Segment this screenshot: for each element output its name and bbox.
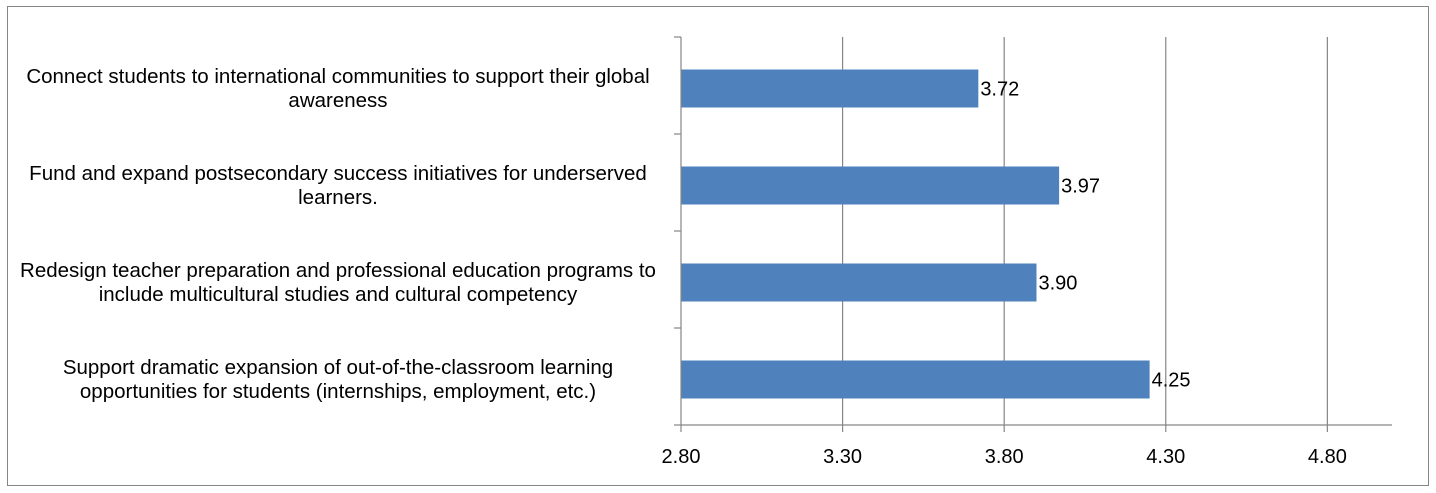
data-label: 4.25 bbox=[1152, 370, 1191, 392]
chart-frame: 2.80 3.30 3.80 4.30 4.80 3.72 3.97 3.90 4.25 Co… bbox=[7, 6, 1429, 486]
category-label: Connect students to international commun… bbox=[26, 64, 650, 112]
bar bbox=[681, 263, 1037, 302]
x-tick-label: 4.80 bbox=[1308, 446, 1347, 468]
x-tick-labels: 2.80 3.30 3.80 4.30 4.80 bbox=[662, 446, 1347, 468]
category-label: Support dramatic expansion of out-of-the… bbox=[62, 355, 614, 403]
data-label: 3.72 bbox=[980, 79, 1019, 101]
data-label: 3.90 bbox=[1039, 273, 1078, 295]
x-tick-label: 2.80 bbox=[662, 446, 701, 468]
bar bbox=[681, 360, 1150, 399]
gridlines bbox=[841, 37, 1328, 425]
x-tick-label: 3.80 bbox=[985, 446, 1024, 468]
x-tick-label: 4.30 bbox=[1146, 446, 1185, 468]
axes bbox=[674, 36, 1392, 432]
bar bbox=[681, 69, 979, 108]
data-label: 3.97 bbox=[1061, 176, 1100, 198]
category-label: Fund and expand postsecondary success in… bbox=[29, 161, 647, 209]
bar-chart: 2.80 3.30 3.80 4.30 4.80 3.72 3.97 3.90 4.25 bbox=[662, 36, 1392, 468]
bar bbox=[681, 166, 1060, 205]
x-tick-label: 3.30 bbox=[823, 446, 862, 468]
data-labels: 3.72 3.97 3.90 4.25 bbox=[980, 79, 1190, 392]
bars bbox=[681, 69, 1150, 399]
category-label: Redesign teacher preparation and profess… bbox=[20, 258, 656, 306]
